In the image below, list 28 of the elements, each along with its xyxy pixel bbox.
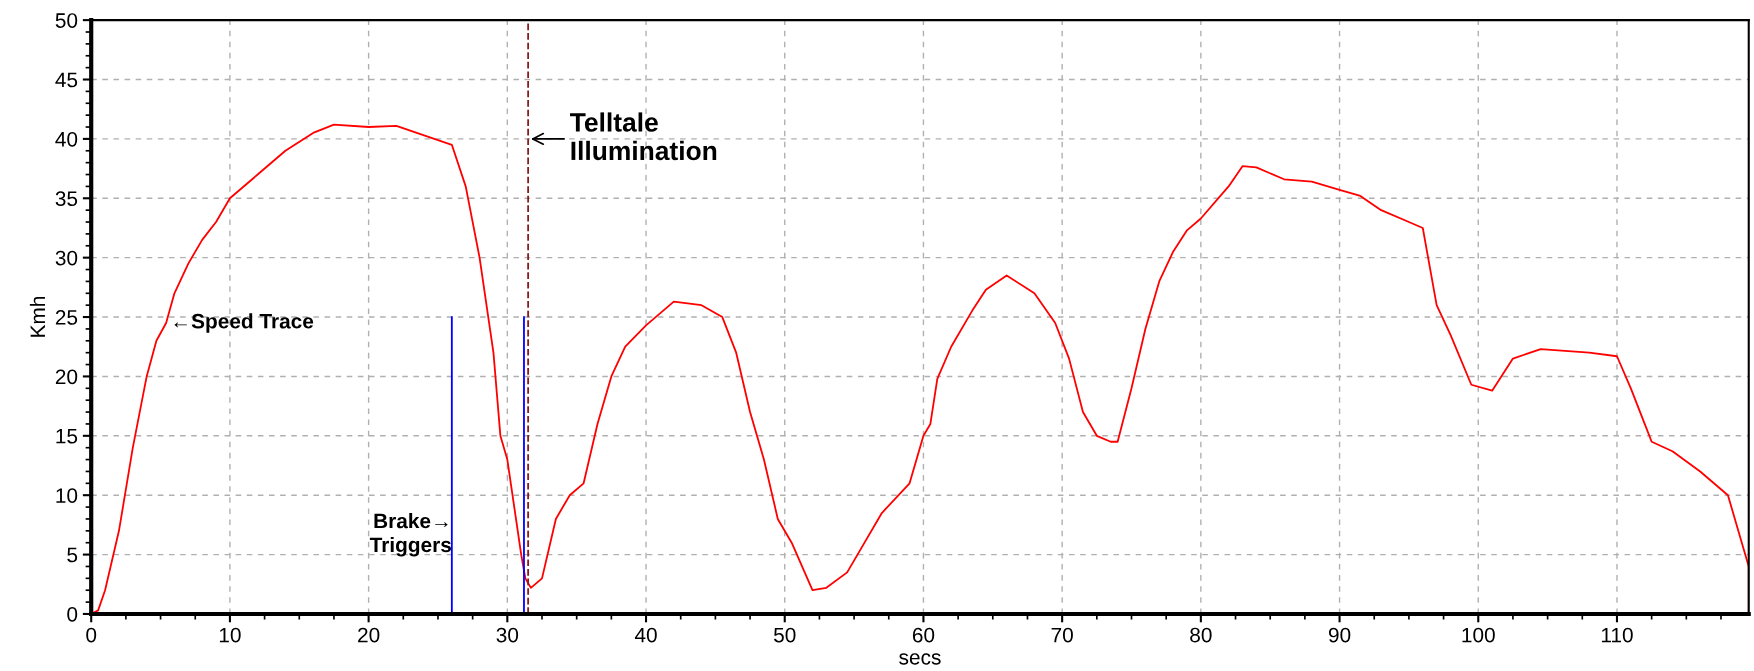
y-tick-label: 40: [55, 131, 78, 147]
x-tick-label: 110: [1601, 627, 1633, 643]
y-tick-label: 25: [55, 310, 78, 325]
y-tick-label: 45: [55, 72, 78, 88]
x-tick-label: 60: [912, 627, 935, 643]
x-axis-title: secs: [899, 653, 941, 665]
x-tick-label: 100: [1462, 627, 1495, 643]
x-tick-label: 70: [1051, 627, 1073, 643]
annotation: Telltale Illumination: [570, 112, 717, 161]
y-tick-label: 20: [55, 369, 78, 385]
y-tick-label: 30: [55, 250, 78, 266]
annotation: Brake→ Triggers: [369, 513, 451, 557]
x-tick-label: 90: [1328, 627, 1351, 643]
y-tick-label: 10: [56, 488, 78, 503]
y-tick-label: 50: [55, 13, 78, 28]
y-tick-label: 35: [55, 191, 78, 207]
x-tick-label: 10: [219, 627, 241, 643]
x-tick-label: 20: [358, 627, 380, 643]
annotation: ←Speed Trace: [174, 313, 314, 333]
y-axis-title: Kmh: [29, 296, 45, 337]
x-tick-label: 40: [634, 627, 657, 643]
y-tick-label: 15: [56, 429, 78, 444]
x-tick-label: 80: [1190, 627, 1212, 643]
y-tick-label: 5: [67, 547, 78, 563]
x-tick-label: 0: [86, 627, 97, 643]
y-tick-label: 0: [67, 606, 78, 622]
x-tick-label: 30: [496, 627, 519, 643]
x-tick-label: 50: [773, 627, 796, 643]
